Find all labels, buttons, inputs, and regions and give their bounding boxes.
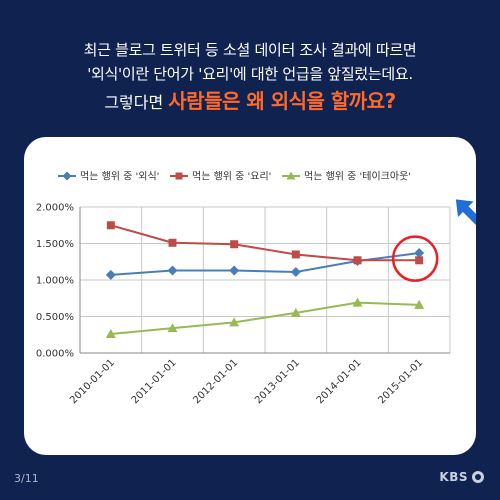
y-tick-label-4: 2.000% bbox=[36, 203, 74, 214]
data-point-0-5 bbox=[414, 247, 425, 258]
series-line-2 bbox=[110, 301, 420, 336]
x-tick-label-0: 2010-01-01 bbox=[68, 357, 117, 406]
data-point-0-0 bbox=[105, 269, 116, 280]
kbs-logo: KBS bbox=[439, 470, 484, 484]
data-point-1-1 bbox=[168, 238, 177, 247]
pointer-arrow-icon bbox=[455, 199, 476, 225]
legend-label-0: 먹는 행위 중 '외식' bbox=[80, 170, 159, 183]
x-tick-label-3: 2013-01-01 bbox=[253, 357, 302, 406]
legend-label-2: 먹는 행위 중 '테이크아웃' bbox=[304, 170, 411, 183]
y-tick-label-1: 0.500% bbox=[36, 312, 74, 323]
page-number: 3/11 bbox=[14, 472, 39, 485]
x-tick-label-2: 2012-01-01 bbox=[191, 357, 240, 406]
legend-label-1: 먹는 행위 중 '요리' bbox=[192, 170, 271, 183]
data-point-1-4 bbox=[353, 256, 362, 265]
headline-line-1: 최근 블로그 트위터 등 소셜 데이터 조사 결과에 따르면 bbox=[83, 41, 417, 59]
headline-question: 사람들은 왜 외식을 할까요? bbox=[168, 89, 396, 113]
kbs-logo-icon bbox=[472, 471, 484, 483]
data-point-1-3 bbox=[291, 250, 300, 259]
data-point-2-2 bbox=[229, 317, 240, 327]
data-point-1-2 bbox=[230, 240, 239, 249]
series-line-1 bbox=[110, 224, 420, 262]
highlight-circle bbox=[391, 235, 439, 282]
logo-text: KBS bbox=[439, 470, 468, 484]
data-point-0-2 bbox=[229, 265, 240, 276]
y-tick-label-2: 1.000% bbox=[36, 276, 74, 287]
chart-card: 먹는 행위 중 '외식' 먹는 행위 중 '요리' 먹는 행위 중 '테이크아웃' 0… bbox=[24, 137, 476, 455]
headline-line-3: 그렇다면 사람들은 왜 외식을 할까요? bbox=[0, 88, 500, 116]
headline-line-2: '외식'이란 단어가 '요리'에 대한 언급을 앞질렀는데요. bbox=[87, 65, 413, 83]
data-point-0-3 bbox=[290, 266, 301, 277]
y-tick-label-0: 0.000% bbox=[36, 349, 74, 360]
headline: 최근 블로그 트위터 등 소셜 데이터 조사 결과에 따르면 '외식'이란 단어… bbox=[0, 38, 500, 116]
pointer-arrow-shape bbox=[455, 199, 476, 225]
data-point-2-4 bbox=[352, 297, 363, 307]
data-point-2-5 bbox=[414, 299, 425, 309]
y-tick-label-3: 1.500% bbox=[36, 239, 74, 250]
data-point-1-0 bbox=[106, 221, 115, 230]
legend-marker-2 bbox=[286, 171, 296, 180]
data-point-1-5 bbox=[415, 256, 424, 265]
legend-marker-0 bbox=[62, 171, 72, 181]
data-point-0-1 bbox=[167, 265, 178, 276]
x-tick-label-1: 2011-01-01 bbox=[130, 357, 179, 406]
headline-line-3-prefix: 그렇다면 bbox=[104, 93, 169, 112]
x-tick-label-4: 2014-01-01 bbox=[315, 357, 364, 406]
line-chart: 먹는 행위 중 '외식' 먹는 행위 중 '요리' 먹는 행위 중 '테이크아웃' 0… bbox=[36, 170, 476, 406]
x-tick-label-5: 2015-01-01 bbox=[376, 357, 425, 406]
data-point-2-3 bbox=[290, 307, 301, 317]
legend-marker-1 bbox=[175, 172, 183, 180]
data-point-2-1 bbox=[167, 323, 178, 333]
data-point-2-0 bbox=[105, 329, 116, 339]
